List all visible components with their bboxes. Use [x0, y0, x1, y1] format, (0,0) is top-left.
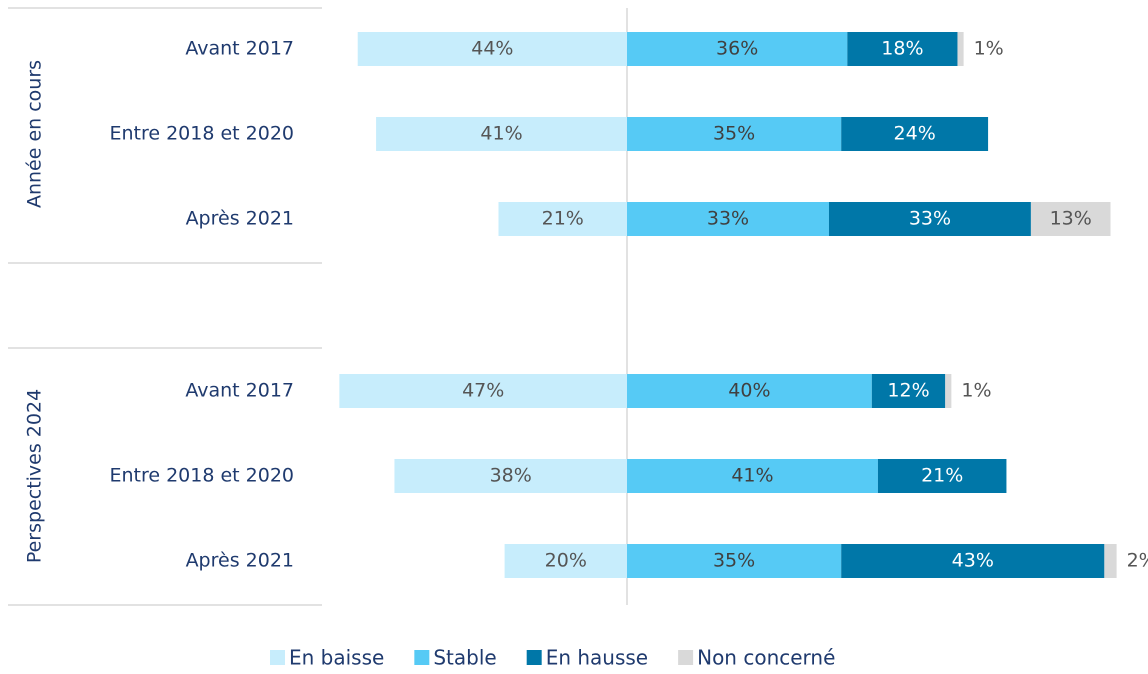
bar-segment [627, 544, 842, 578]
bar-segment [841, 117, 989, 151]
legend-swatch [678, 650, 694, 665]
bar-segment [627, 374, 872, 408]
value-label: 35% [713, 550, 755, 572]
value-label: 13% [1050, 208, 1092, 230]
value-label: 1% [974, 38, 1004, 60]
legend-label: En baisse [289, 646, 384, 670]
legend-label: En hausse [546, 646, 648, 670]
bar-segment [1030, 202, 1111, 236]
category-label: Entre 2018 et 2020 [109, 465, 294, 487]
bar-segment [877, 459, 1007, 493]
category-label: Avant 2017 [185, 38, 294, 60]
legend-swatch [414, 650, 430, 665]
legend-swatch [270, 650, 285, 665]
value-label: 41% [480, 123, 522, 145]
bar-segment [504, 544, 627, 578]
bar-segment [957, 32, 964, 66]
group-label: Perspectives 2024 [24, 389, 46, 563]
value-label: 21% [542, 208, 584, 230]
value-label: 43% [952, 550, 994, 572]
value-label: 36% [716, 38, 758, 60]
category-label: Entre 2018 et 2020 [109, 123, 294, 145]
bar-segment [376, 117, 627, 151]
value-label: 47% [462, 380, 504, 402]
bar-segment [627, 202, 829, 236]
category-label: Après 2021 [186, 550, 294, 572]
value-label: 35% [713, 123, 755, 145]
value-label: 21% [921, 465, 963, 487]
group-label: Année en cours [24, 60, 46, 208]
bar-segment [828, 202, 1031, 236]
value-label: 41% [731, 465, 773, 487]
category-label: Avant 2017 [185, 380, 294, 402]
bar-segment [627, 459, 878, 493]
bar-segment [847, 32, 958, 66]
bar-segment [498, 202, 627, 236]
bar-segment [841, 544, 1105, 578]
value-label: 33% [909, 208, 951, 230]
value-label: 44% [471, 38, 513, 60]
value-label: 20% [545, 550, 587, 572]
legend-swatch [526, 650, 542, 665]
bar-segment [945, 374, 952, 408]
bar-segment [627, 32, 848, 66]
bar-segment [627, 117, 842, 151]
bar-segment [1104, 544, 1117, 578]
value-label: 38% [490, 465, 532, 487]
legend-label: Stable [433, 646, 496, 670]
value-label: 33% [707, 208, 749, 230]
value-label: 24% [894, 123, 936, 145]
value-label: 12% [887, 380, 929, 402]
value-label: 40% [728, 380, 770, 402]
bar-segment [339, 374, 627, 408]
value-label: 18% [881, 38, 923, 60]
bar-segment [871, 374, 946, 408]
value-label: 2% [1127, 550, 1148, 572]
bar-segment [357, 32, 627, 66]
value-label: 1% [961, 380, 991, 402]
bar-segment [394, 459, 627, 493]
legend-label: Non concerné [697, 646, 835, 670]
category-label: Après 2021 [186, 208, 294, 230]
